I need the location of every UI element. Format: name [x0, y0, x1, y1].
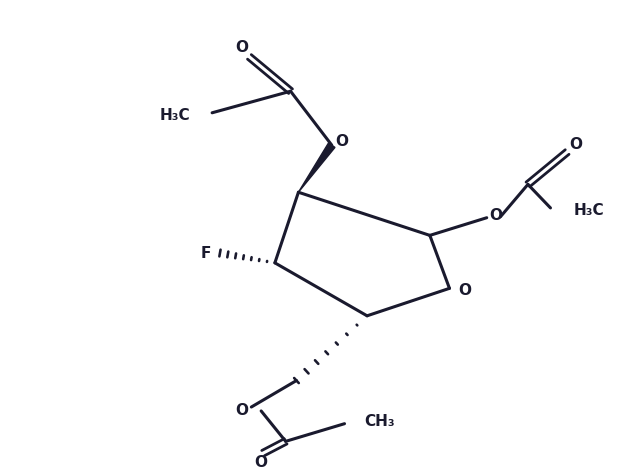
Text: O: O — [255, 455, 268, 470]
Text: CH₃: CH₃ — [364, 414, 395, 429]
Text: H₃C: H₃C — [160, 108, 191, 123]
Text: O: O — [489, 208, 502, 223]
Text: H₃C: H₃C — [574, 204, 605, 219]
Text: O: O — [570, 137, 582, 152]
Text: F: F — [201, 245, 211, 260]
Text: O: O — [235, 39, 248, 55]
Text: O: O — [235, 403, 248, 418]
Text: O: O — [335, 134, 348, 149]
Polygon shape — [298, 143, 335, 192]
Text: O: O — [459, 283, 472, 298]
